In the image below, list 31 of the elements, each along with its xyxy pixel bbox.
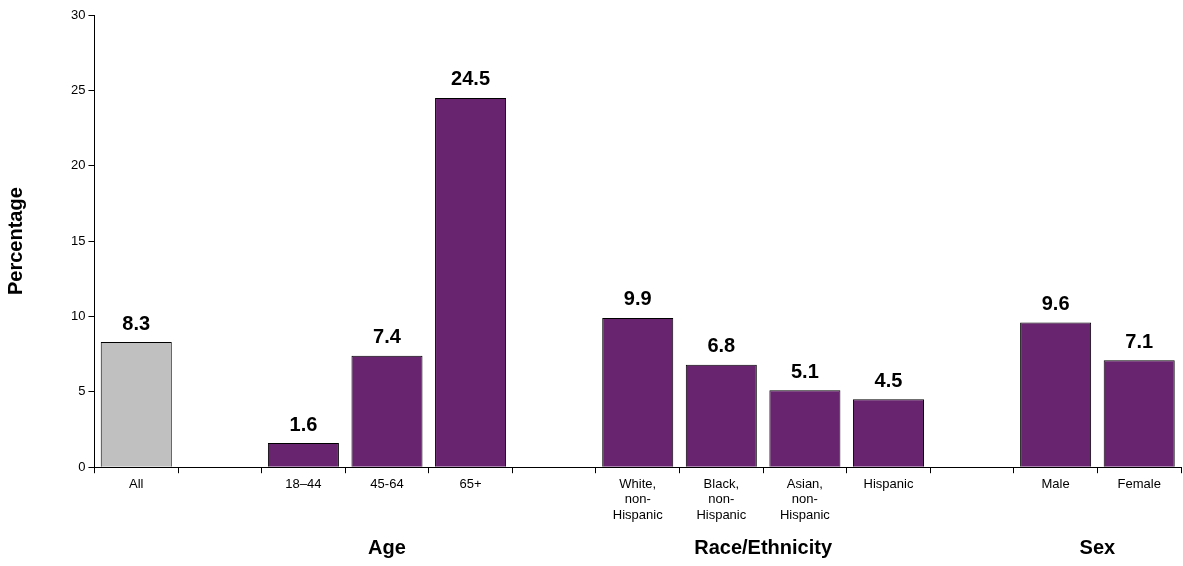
data-label: 5.1 xyxy=(790,359,819,382)
data-label: 4.5 xyxy=(874,368,903,391)
text: Age xyxy=(368,535,406,558)
x-tick-label: Asian, non-Hispanic xyxy=(779,475,831,522)
y-tick-label: 0 xyxy=(78,458,86,474)
text: Race/Ethnicity xyxy=(694,535,833,558)
data-label: 6.8 xyxy=(707,334,736,357)
y-tick-label: 25 xyxy=(70,81,86,97)
y-axis-title: Percentage xyxy=(3,187,26,296)
data-label: 7.4 xyxy=(373,325,402,348)
x-tick-label: Black, non-Hispanic xyxy=(696,475,747,522)
y-tick-label: 20 xyxy=(70,157,86,173)
data-label: 24.5 xyxy=(451,67,491,90)
x-tick-label: White, non-Hispanic xyxy=(612,475,664,522)
x-tick-label: Male xyxy=(1041,475,1070,491)
y-tick-label: 10 xyxy=(70,308,86,324)
data-label: 9.6 xyxy=(1041,292,1070,315)
x-tick-label: 18–44 xyxy=(285,475,322,491)
x-tick-label: Hispanic xyxy=(863,475,914,491)
x-tick-label: 45-64 xyxy=(370,475,404,491)
y-tick-label: 15 xyxy=(70,232,86,248)
data-label: 9.9 xyxy=(623,287,652,310)
data-label: 1.6 xyxy=(289,412,318,435)
data-label: 7.1 xyxy=(1125,329,1154,352)
y-tick-label: 30 xyxy=(70,6,86,22)
text: Sex xyxy=(1079,535,1116,558)
x-tick-label: Female xyxy=(1117,475,1161,491)
x-tick-label: 65+ xyxy=(459,475,482,491)
data-label: 8.3 xyxy=(122,311,151,334)
y-tick-label: 5 xyxy=(78,383,86,399)
x-tick-label: All xyxy=(129,475,144,491)
